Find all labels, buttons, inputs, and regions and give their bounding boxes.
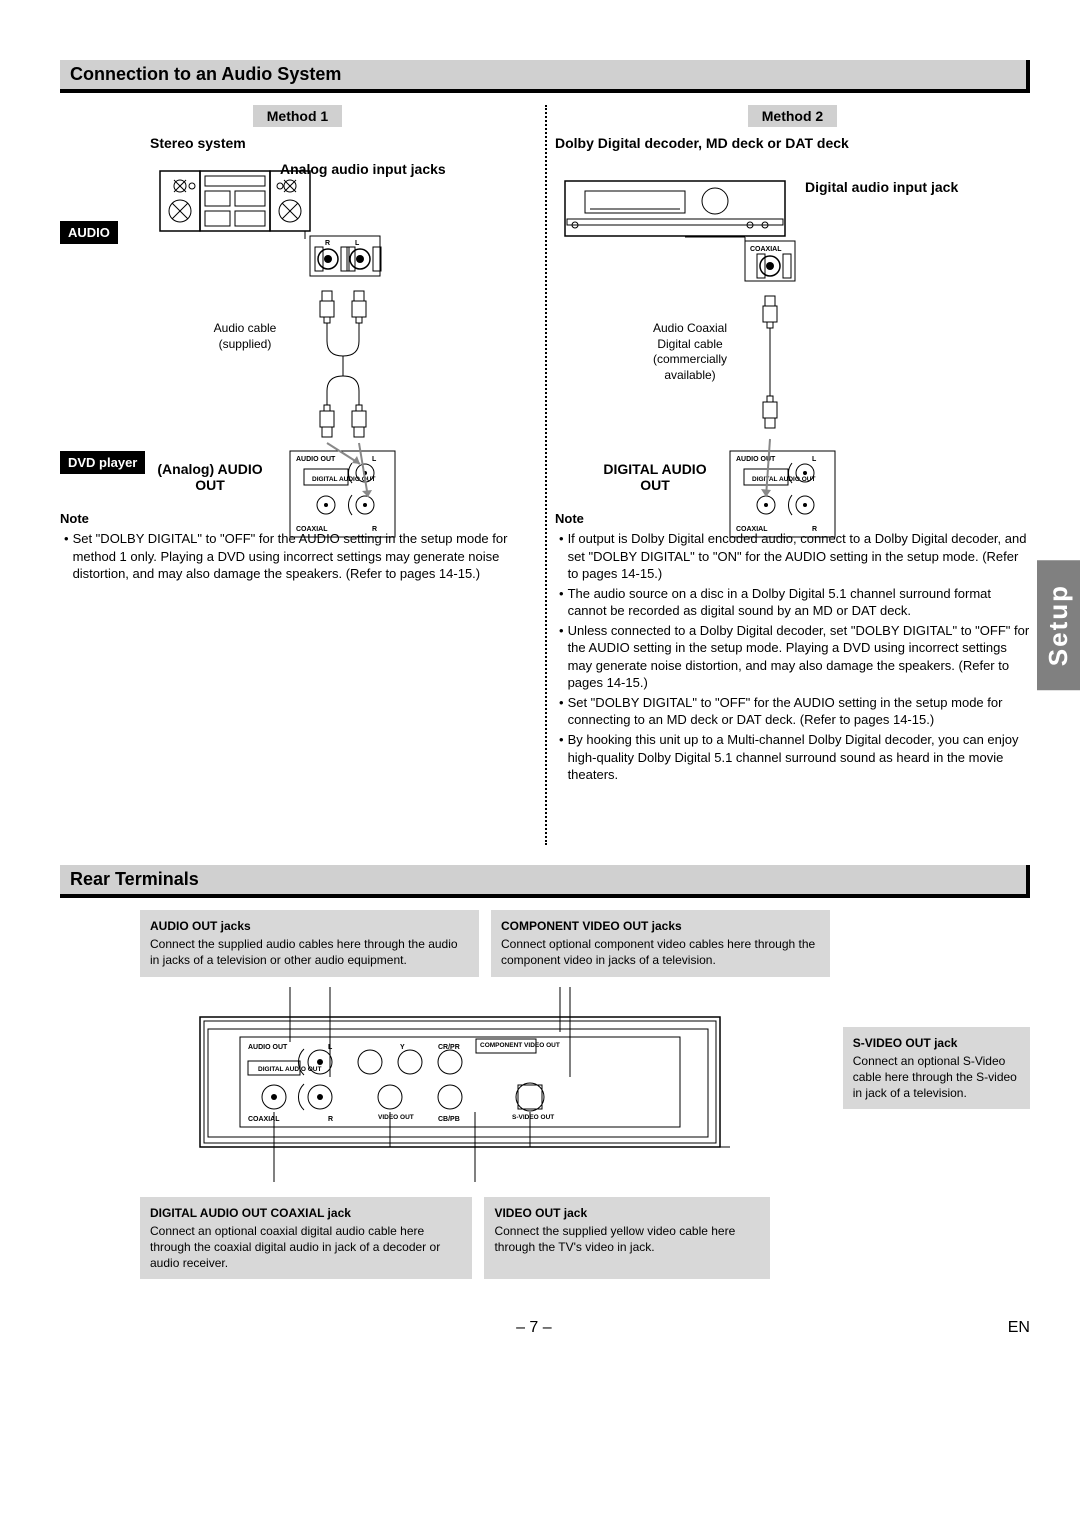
analog-audio-out-label: (Analog) AUDIO OUT bbox=[150, 461, 270, 493]
audio-cable-text: Audio cable (supplied) bbox=[200, 321, 290, 352]
svg-text:COAXIAL: COAXIAL bbox=[296, 526, 328, 533]
method2-label: Method 2 bbox=[748, 105, 837, 127]
digital-jack-label: Digital audio input jack bbox=[805, 179, 958, 195]
svg-text:CB/PB: CB/PB bbox=[438, 1116, 460, 1123]
svg-text:COMPONENT VIDEO OUT: COMPONENT VIDEO OUT bbox=[480, 1042, 560, 1049]
method1-column: Method 1 Stereo system bbox=[60, 105, 535, 845]
digital-audio-out-label: DIGITAL AUDIO OUT bbox=[595, 461, 715, 493]
section-header-rear-terminals: Rear Terminals bbox=[60, 865, 1030, 898]
stereo-svg: RL bbox=[60, 161, 500, 581]
svg-text:COAXIAL: COAXIAL bbox=[750, 246, 782, 253]
page-number: – 7 – bbox=[516, 1319, 552, 1337]
method2-subtitle: Dolby Digital decoder, MD deck or DAT de… bbox=[555, 135, 1030, 151]
dvd-player-label: DVD player bbox=[60, 451, 145, 474]
svg-text:VIDEO OUT: VIDEO OUT bbox=[378, 1114, 414, 1121]
language-code: EN bbox=[1008, 1319, 1030, 1337]
svg-text:R: R bbox=[328, 1116, 333, 1123]
card-svideo: S-VIDEO OUT jack Connect an optional S-V… bbox=[843, 1027, 1030, 1110]
svg-text:R: R bbox=[325, 240, 330, 247]
card-audio-out: AUDIO OUT jacks Connect the supplied aud… bbox=[140, 910, 479, 977]
decoder-svg: COAXIAL AUDIO OUT L bbox=[555, 161, 1015, 581]
side-tab-setup: Setup bbox=[1037, 560, 1080, 690]
card-video-out: VIDEO OUT jack Connect the supplied yell… bbox=[484, 1197, 770, 1280]
method1-label: Method 1 bbox=[253, 105, 342, 127]
svg-text:L: L bbox=[812, 456, 817, 463]
svg-text:COAXIAL: COAXIAL bbox=[736, 526, 768, 533]
svg-text:AUDIO OUT: AUDIO OUT bbox=[296, 456, 336, 463]
method1-subtitle: Stereo system bbox=[150, 135, 535, 151]
svg-text:AUDIO OUT: AUDIO OUT bbox=[736, 456, 776, 463]
audio-black-label: AUDIO bbox=[60, 221, 118, 244]
svg-text:Y: Y bbox=[400, 1044, 405, 1051]
card-digital-coax: DIGITAL AUDIO OUT COAXIAL jack Connect a… bbox=[140, 1197, 472, 1280]
svg-text:AUDIO OUT: AUDIO OUT bbox=[248, 1044, 288, 1051]
svg-text:DIGITAL AUDIO OUT: DIGITAL AUDIO OUT bbox=[258, 1066, 321, 1073]
svg-text:L: L bbox=[372, 456, 377, 463]
page-footer: – 7 – EN bbox=[60, 1319, 1030, 1337]
coaxial-cable-text: Audio Coaxial Digital cable (commerciall… bbox=[635, 321, 745, 383]
svg-text:S-VIDEO OUT: S-VIDEO OUT bbox=[512, 1114, 554, 1121]
analog-jacks-label: Analog audio input jacks bbox=[280, 161, 446, 177]
svg-text:L: L bbox=[355, 240, 360, 247]
method2-diagram: COAXIAL AUDIO OUT L bbox=[555, 161, 1030, 501]
section-header-audio-connection: Connection to an Audio System bbox=[60, 60, 1030, 93]
svg-text:COAXIAL: COAXIAL bbox=[248, 1116, 280, 1123]
svg-text:R: R bbox=[372, 526, 377, 533]
svg-text:DIGITAL AUDIO OUT: DIGITAL AUDIO OUT bbox=[752, 476, 815, 483]
method1-diagram: RL bbox=[60, 161, 535, 501]
rear-panel-svg: AUDIO OUT L Y CR/PR COMPONENT VIDEO OUT … bbox=[140, 987, 829, 1187]
method2-column: Method 2 Dolby Digital decoder, MD deck … bbox=[555, 105, 1030, 845]
svg-text:L: L bbox=[328, 1044, 333, 1051]
column-divider bbox=[545, 105, 547, 845]
svg-text:R: R bbox=[812, 526, 817, 533]
card-component: COMPONENT VIDEO OUT jacks Connect option… bbox=[491, 910, 830, 977]
